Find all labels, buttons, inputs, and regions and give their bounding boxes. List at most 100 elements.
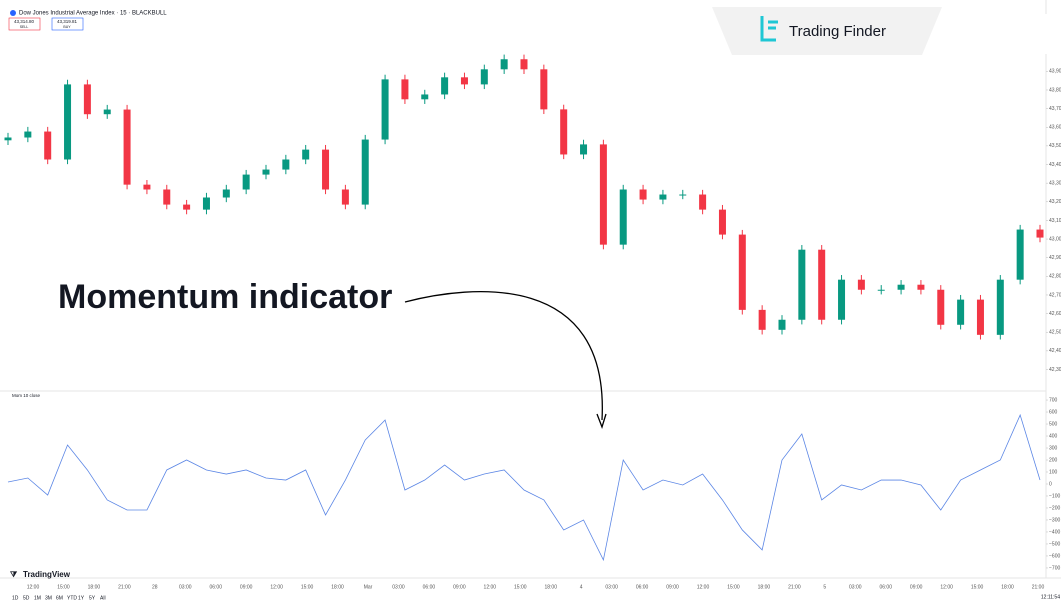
range-button[interactable]: All [100, 595, 106, 601]
arrow-head [596, 413, 607, 429]
x-tick-label: 12:00 [270, 584, 283, 590]
y-tick-label: 42,800 [1049, 274, 1061, 280]
candle-body [183, 204, 191, 210]
candle-body [520, 59, 528, 70]
x-tick-label: 06:00 [879, 584, 892, 590]
candle-body [917, 284, 925, 290]
y-tick-label: 43,000 [1049, 236, 1061, 242]
candle-body [976, 299, 984, 335]
y-tick-label: 43,800 [1049, 87, 1061, 93]
candle-body [838, 279, 846, 320]
candle-body [599, 144, 607, 245]
y-tick-label: 42,900 [1049, 255, 1061, 261]
x-tick-label: 03:00 [392, 584, 405, 590]
range-button[interactable]: 1M [34, 595, 41, 601]
y-tick-label: −500 [1049, 541, 1060, 547]
x-tick-label: 18:00 [331, 584, 344, 590]
x-tick-label: 18:00 [1001, 584, 1014, 590]
x-tick-label: 09:00 [666, 584, 679, 590]
candle-body [361, 139, 369, 205]
y-tick-label: 43,200 [1049, 199, 1061, 205]
candle-body [639, 189, 647, 200]
sell-label: SELL [20, 25, 29, 29]
x-tick-label: Mar [364, 584, 373, 590]
candle-body [143, 184, 151, 190]
corner-panel [1020, 14, 1061, 54]
buy-label: BUY [63, 25, 71, 29]
symbol-title: Dow Jones Industrial Average Index · 15 … [19, 11, 167, 17]
x-tick-label: 28 [152, 584, 158, 590]
candle-body [738, 234, 746, 310]
x-tick-label: 09:00 [240, 584, 253, 590]
x-tick-label: 21:00 [118, 584, 131, 590]
range-button[interactable]: 5D [23, 595, 30, 601]
candle-body [996, 279, 1004, 335]
range-button[interactable]: YTD [67, 595, 77, 601]
candle-body [242, 174, 250, 190]
candle-body [659, 194, 667, 200]
candle-body [4, 137, 12, 141]
y-tick-label: −400 [1049, 529, 1060, 535]
candle-body [202, 197, 210, 210]
range-button[interactable]: 1D [12, 595, 19, 601]
candle-body [877, 289, 885, 291]
x-tick-label: 18:00 [88, 584, 101, 590]
candle-body [24, 131, 32, 138]
candle-body [699, 194, 707, 210]
range-button[interactable]: 5Y [89, 595, 96, 601]
x-tick-label: 18:00 [544, 584, 557, 590]
range-button[interactable]: 6M [56, 595, 63, 601]
candle-body [857, 279, 865, 290]
y-tick-label: −300 [1049, 517, 1060, 523]
candle-body [282, 159, 290, 170]
y-tick-label: 43,100 [1049, 218, 1061, 224]
x-tick-label: 12:00 [940, 584, 953, 590]
y-tick-label: 42,700 [1049, 292, 1061, 298]
x-tick-label: 03:00 [605, 584, 618, 590]
x-tick-label: 18:00 [758, 584, 771, 590]
y-tick-label: 42,300 [1049, 367, 1061, 373]
range-button[interactable]: 3M [45, 595, 52, 601]
y-tick-label: 100 [1049, 469, 1058, 475]
momentum-line [7, 413, 1041, 562]
x-tick-label: 03:00 [179, 584, 192, 590]
annotation: Momentum indicator [58, 278, 392, 316]
x-tick-label: 12:00 [697, 584, 710, 590]
candle-body [44, 131, 52, 160]
candle-body [460, 77, 468, 85]
y-tick-label: 42,600 [1049, 311, 1061, 317]
range-button[interactable]: 1Y [78, 595, 85, 601]
x-tick-label: 5 [823, 584, 826, 590]
y-tick-label: 300 [1049, 445, 1058, 451]
x-tick-label: 12:00 [27, 584, 40, 590]
watermark-logo [760, 16, 778, 42]
candle-body [222, 189, 230, 198]
y-tick-label: −100 [1049, 493, 1060, 499]
y-tick-label: 42,400 [1049, 348, 1061, 354]
candle-body [381, 79, 389, 140]
candle-body [560, 109, 568, 155]
y-tick-label: 42,500 [1049, 330, 1061, 336]
y-tick-label: 400 [1049, 433, 1058, 439]
y-tick-label: 500 [1049, 421, 1058, 427]
candle-body [1036, 229, 1044, 238]
x-tick-label: 12:00 [484, 584, 497, 590]
brand: TradingView [23, 570, 71, 579]
candle-body [619, 189, 627, 245]
buy-box [51, 17, 84, 31]
brand-logo: ⧩ [10, 570, 18, 579]
y-tick-label: −700 [1049, 565, 1060, 571]
watermark: Trading Finder [789, 23, 886, 40]
candle-body [580, 144, 588, 155]
y-tick-label: 43,900 [1049, 69, 1061, 75]
candle-body [401, 79, 409, 100]
candle-body [778, 319, 786, 330]
candle-body [540, 69, 548, 110]
candle-body [322, 149, 330, 190]
candle-body [897, 284, 905, 290]
candle-body [64, 84, 72, 160]
candle-body [818, 249, 826, 320]
candle-body [500, 59, 508, 70]
symbol-icon [10, 10, 16, 16]
